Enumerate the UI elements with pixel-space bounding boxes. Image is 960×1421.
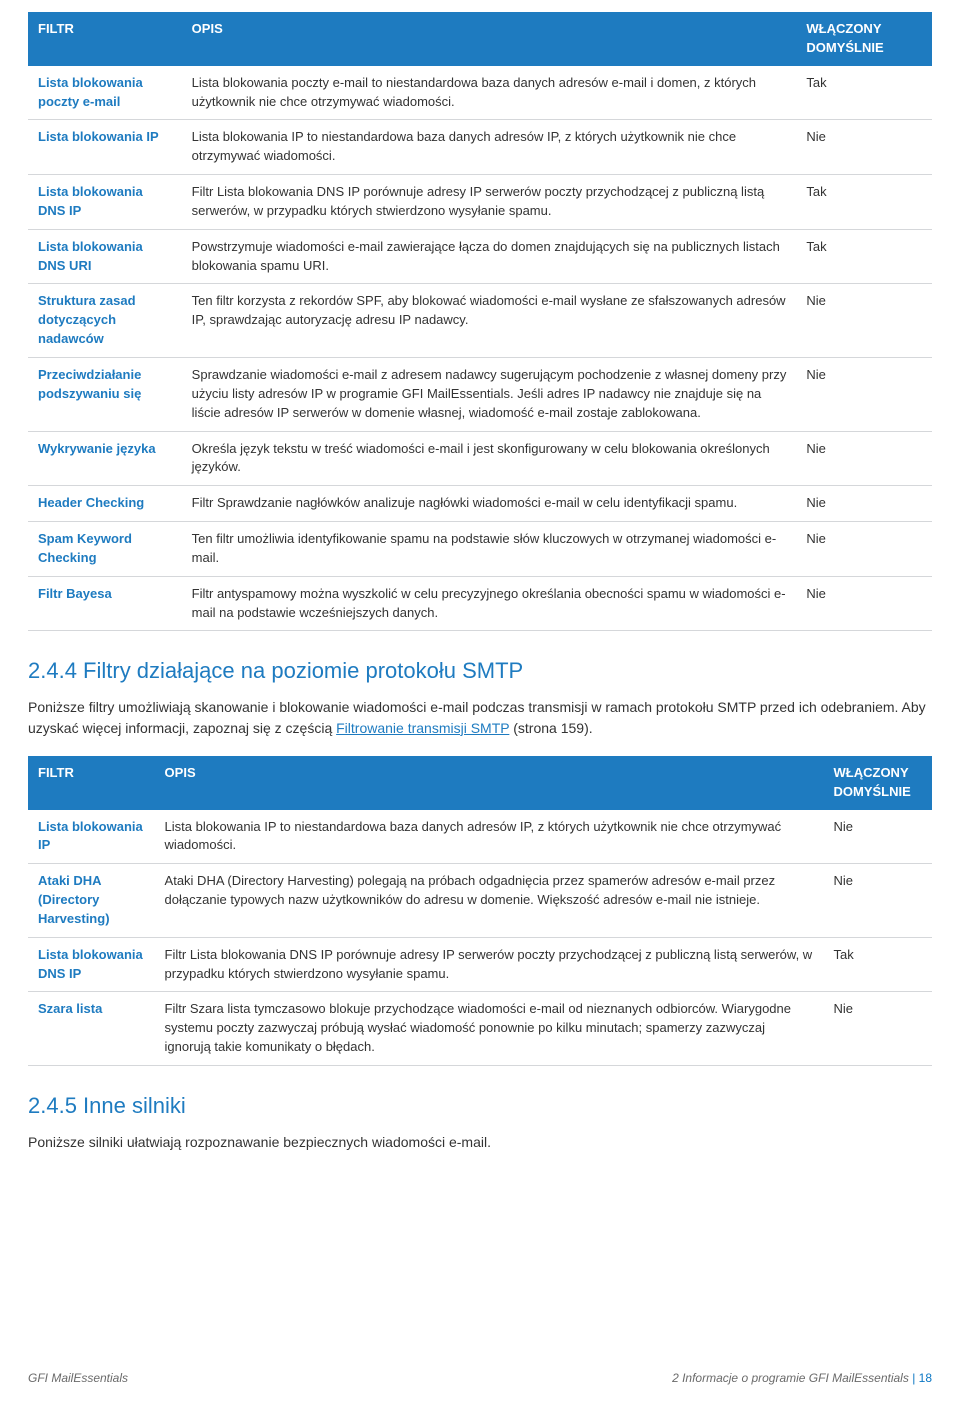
cell-filter: Lista blokowania IP xyxy=(28,810,155,864)
cell-state: Tak xyxy=(796,175,932,230)
footer-right-text: 2 Informacje o programie GFI MailEssenti… xyxy=(672,1371,909,1385)
cell-state: Nie xyxy=(824,864,932,938)
cell-filter: Lista blokowania IP xyxy=(28,120,182,175)
section-245-para: Poniższe silniki ułatwiają rozpoznawanie… xyxy=(28,1132,932,1152)
table-row: Lista blokowania IPLista blokowania IP t… xyxy=(28,120,932,175)
cell-desc: Określa język tekstu w treść wiadomości … xyxy=(182,431,797,486)
section-244-title: 2.4.4 Filtry działające na poziomie prot… xyxy=(28,655,932,687)
cell-state: Nie xyxy=(796,431,932,486)
table-row: Wykrywanie językaOkreśla język tekstu w … xyxy=(28,431,932,486)
cell-filter: Struktura zasad dotyczących nadawców xyxy=(28,284,182,358)
cell-desc: Ten filtr umożliwia identyfikowanie spam… xyxy=(182,522,797,577)
cell-filter: Spam Keyword Checking xyxy=(28,522,182,577)
footer-right: 2 Informacje o programie GFI MailEssenti… xyxy=(672,1370,932,1387)
cell-desc: Filtr antyspamowy można wyszkolić w celu… xyxy=(182,576,797,631)
cell-desc: Ten filtr korzysta z rekordów SPF, aby b… xyxy=(182,284,797,358)
cell-filter: Lista blokowania poczty e-mail xyxy=(28,66,182,120)
cell-state: Nie xyxy=(824,992,932,1066)
table-row: Lista blokowania poczty e-mailLista blok… xyxy=(28,66,932,120)
cell-filter: Filtr Bayesa xyxy=(28,576,182,631)
cell-desc: Lista blokowania IP to niestandardowa ba… xyxy=(155,810,824,864)
table-row: Szara listaFiltr Szara lista tymczasowo … xyxy=(28,992,932,1066)
cell-state: Nie xyxy=(796,284,932,358)
para-text-b: (strona 159). xyxy=(509,720,592,736)
cell-desc: Filtr Lista blokowania DNS IP porównuje … xyxy=(155,937,824,992)
section-244-para: Poniższe filtry umożliwiają skanowanie i… xyxy=(28,697,932,738)
cell-state: Nie xyxy=(796,120,932,175)
col-state: WŁĄCZONY DOMYŚLNIE xyxy=(824,756,932,810)
cell-state: Tak xyxy=(824,937,932,992)
cell-state: Nie xyxy=(796,357,932,431)
col-state: WŁĄCZONY DOMYŚLNIE xyxy=(796,12,932,66)
cell-state: Nie xyxy=(796,486,932,522)
table-row: Lista blokowania DNS IPFiltr Lista bloko… xyxy=(28,175,932,230)
filters-table-1: FILTR OPIS WŁĄCZONY DOMYŚLNIE Lista blok… xyxy=(28,12,932,631)
cell-filter: Wykrywanie języka xyxy=(28,431,182,486)
cell-desc: Lista blokowania poczty e-mail to niesta… xyxy=(182,66,797,120)
smtp-filtering-link[interactable]: Filtrowanie transmisji SMTP xyxy=(336,720,509,736)
cell-desc: Powstrzymuje wiadomości e-mail zawierają… xyxy=(182,229,797,284)
cell-state: Tak xyxy=(796,66,932,120)
table-row: Struktura zasad dotyczących nadawcówTen … xyxy=(28,284,932,358)
cell-state: Tak xyxy=(796,229,932,284)
cell-filter: Ataki DHA (Directory Harvesting) xyxy=(28,864,155,938)
table-row: Ataki DHA (Directory Harvesting)Ataki DH… xyxy=(28,864,932,938)
footer-left: GFI MailEssentials xyxy=(28,1370,128,1387)
section-245-title: 2.4.5 Inne silniki xyxy=(28,1090,932,1122)
cell-filter: Lista blokowania DNS URI xyxy=(28,229,182,284)
col-filter: FILTR xyxy=(28,12,182,66)
cell-state: Nie xyxy=(796,522,932,577)
cell-desc: Filtr Sprawdzanie nagłówków analizuje na… xyxy=(182,486,797,522)
table-row: Lista blokowania DNS IPFiltr Lista bloko… xyxy=(28,937,932,992)
table-row: Przeciwdziałanie podszywaniu sięSprawdza… xyxy=(28,357,932,431)
table-row: Header CheckingFiltr Sprawdzanie nagłówk… xyxy=(28,486,932,522)
filters-table-2: FILTR OPIS WŁĄCZONY DOMYŚLNIE Lista blok… xyxy=(28,756,932,1066)
cell-filter: Lista blokowania DNS IP xyxy=(28,937,155,992)
cell-filter: Przeciwdziałanie podszywaniu się xyxy=(28,357,182,431)
cell-state: Nie xyxy=(824,810,932,864)
col-filter: FILTR xyxy=(28,756,155,810)
cell-filter: Szara lista xyxy=(28,992,155,1066)
table-row: Spam Keyword CheckingTen filtr umożliwia… xyxy=(28,522,932,577)
cell-desc: Filtr Lista blokowania DNS IP porównuje … xyxy=(182,175,797,230)
col-desc: OPIS xyxy=(182,12,797,66)
table-row: Lista blokowania IPLista blokowania IP t… xyxy=(28,810,932,864)
cell-desc: Sprawdzanie wiadomości e-mail z adresem … xyxy=(182,357,797,431)
cell-desc: Ataki DHA (Directory Harvesting) polegaj… xyxy=(155,864,824,938)
table-row: Lista blokowania DNS URIPowstrzymuje wia… xyxy=(28,229,932,284)
cell-state: Nie xyxy=(796,576,932,631)
table-row: Filtr BayesaFiltr antyspamowy można wysz… xyxy=(28,576,932,631)
cell-desc: Lista blokowania IP to niestandardowa ba… xyxy=(182,120,797,175)
cell-filter: Lista blokowania DNS IP xyxy=(28,175,182,230)
cell-desc: Filtr Szara lista tymczasowo blokuje prz… xyxy=(155,992,824,1066)
col-desc: OPIS xyxy=(155,756,824,810)
page-footer: GFI MailEssentials 2 Informacje o progra… xyxy=(0,1370,960,1387)
cell-filter: Header Checking xyxy=(28,486,182,522)
footer-page-number: 18 xyxy=(919,1371,932,1385)
